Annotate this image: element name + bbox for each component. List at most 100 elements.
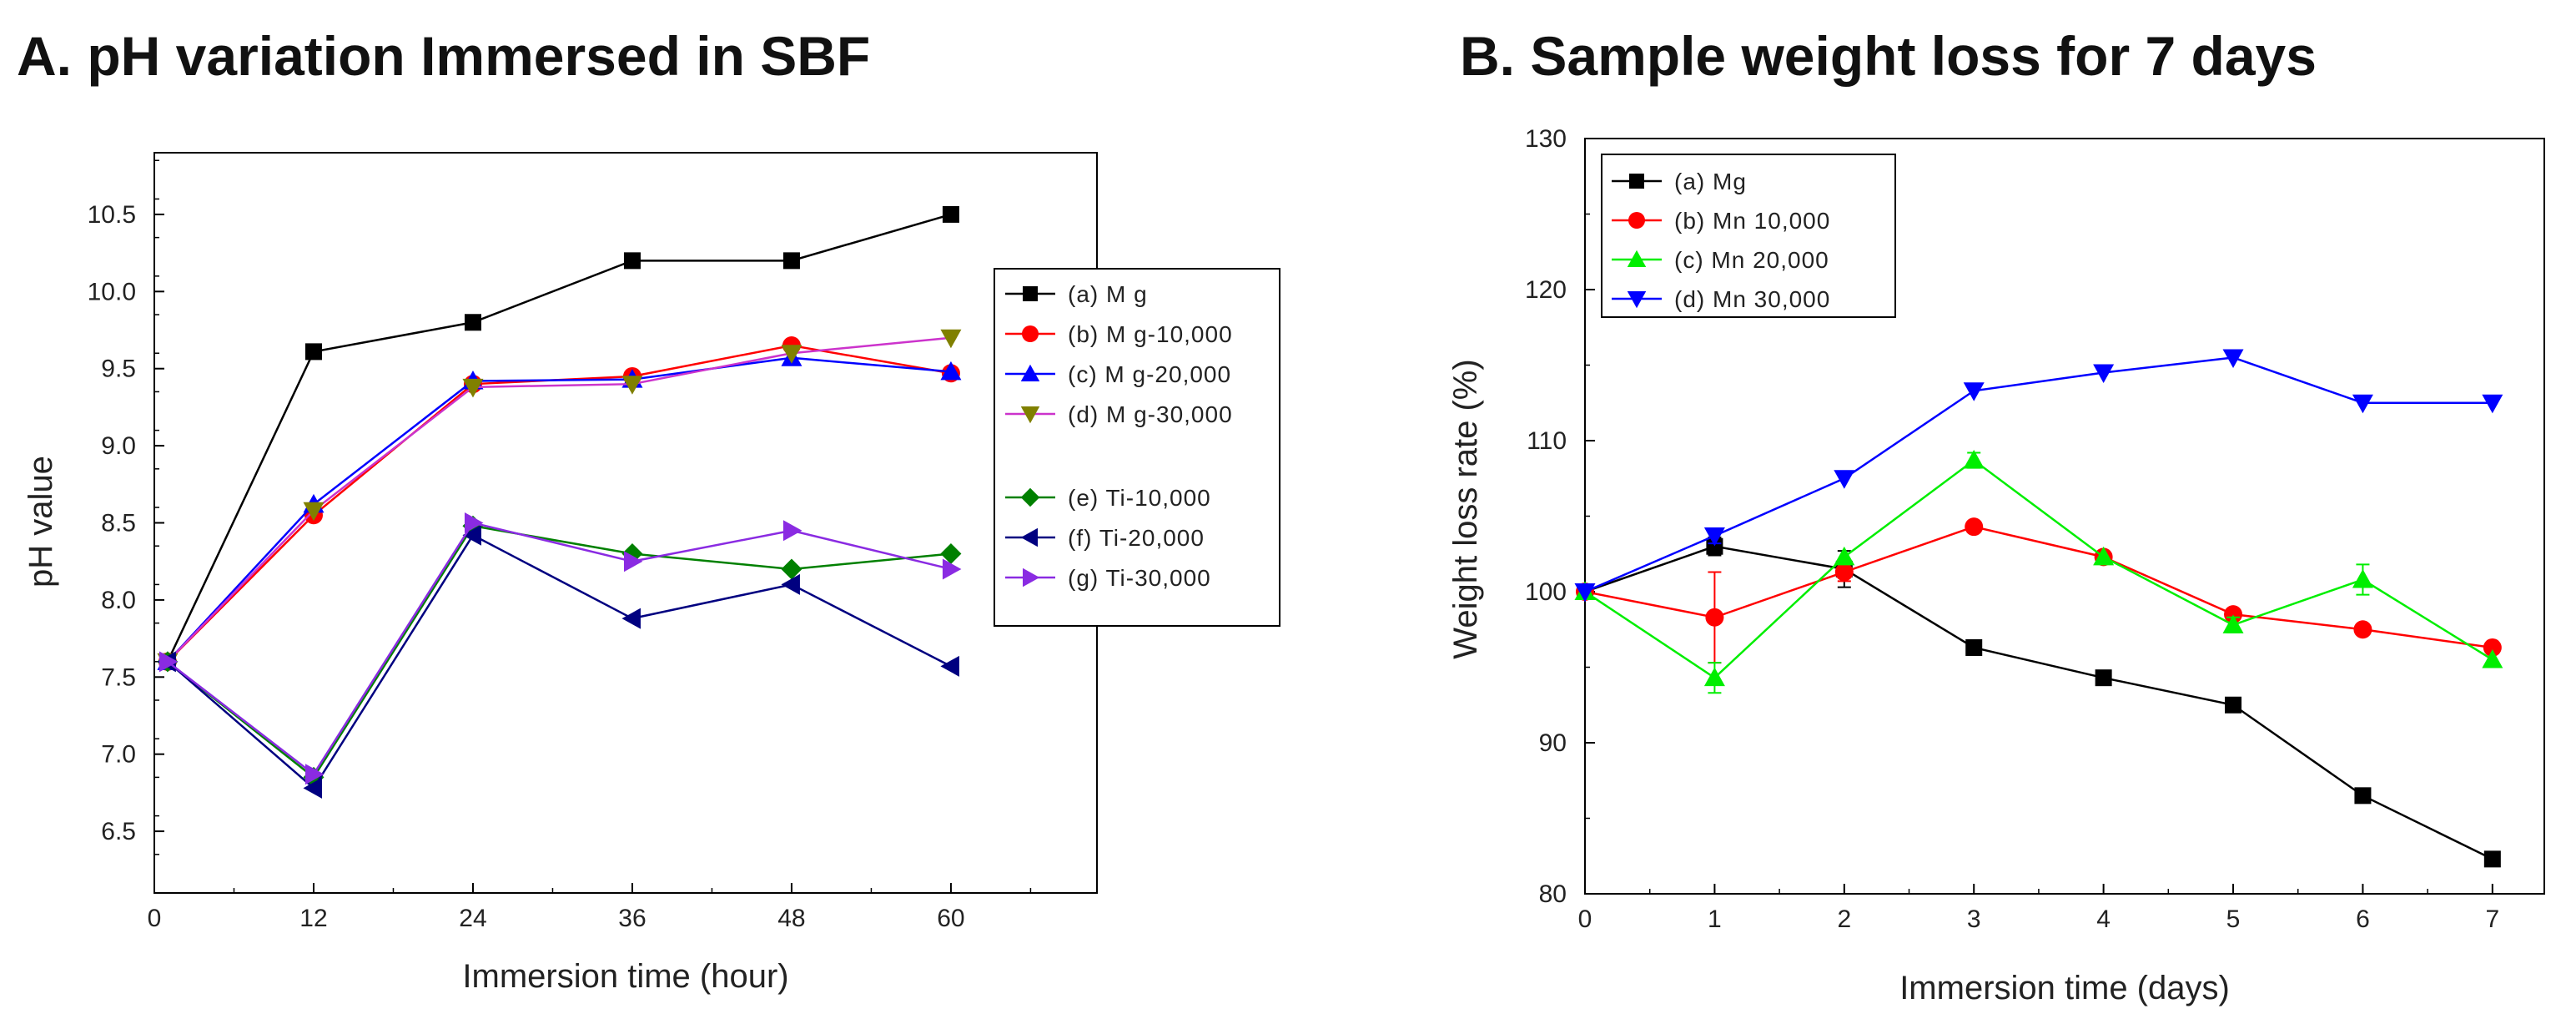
chart-b-series-3: [1574, 450, 2503, 694]
chart-a-x-tick-label: 24: [459, 905, 486, 932]
chart-b-data-point: [1834, 562, 1854, 582]
chart-b-x-tick-label: 6: [2356, 905, 2370, 933]
chart-a-y-tick-label: 7.0: [101, 741, 136, 769]
chart-a-series-line: [166, 356, 952, 663]
chart-a-data-point: [158, 651, 179, 673]
chart-a-series-line: [167, 524, 952, 779]
chart-b-legend-label: (b) Mn 10,000: [1674, 208, 1830, 234]
chart-a-series: [157, 205, 962, 799]
chart-a-data-point: [940, 542, 962, 564]
chart-b-data-point: [1705, 608, 1724, 627]
chart-b-data-point: [2224, 605, 2243, 624]
chart-b-data-point: [2352, 394, 2373, 414]
chart-b-data-point: [2222, 349, 2244, 368]
chart-b-data-point: [2093, 364, 2115, 384]
chart-a-data-point: [942, 205, 959, 223]
chart-b-data-point: [2354, 787, 2372, 805]
chart-a-series-6: [157, 524, 959, 799]
chart-a-legend: (a) M g (b) M g-10,000 (c) M g-20,000 (d) M…: [994, 268, 1280, 627]
chart-a-data-point: [303, 502, 325, 522]
chart-a-legend-swatch-marker: [1020, 487, 1040, 507]
chart-b-y-tick-label: 120: [1525, 276, 1567, 304]
chart-a-series-line: [166, 213, 952, 663]
chart-b-data-point: [2352, 569, 2373, 588]
chart-b-x-tick-label: 3: [1967, 905, 1981, 933]
chart-a-data-point: [940, 329, 962, 349]
chart-a-legend-entry: (g) Ti-30,000: [1005, 565, 1210, 591]
chart-a-y-tick-label: 6.5: [101, 818, 136, 845]
chart-b: B. Sample weight loss for 7 days 0 1 2 3 4 5 6…: [1447, 25, 2545, 1006]
chart-a-data-point: [304, 343, 322, 361]
chart-a-legend-swatch-marker: [1023, 286, 1038, 301]
chart-b-series-4: [1574, 349, 2503, 603]
chart-b-legend-entry: (b) Mn 10,000: [1612, 208, 1830, 234]
chart-b-y-tick-label: 110: [1527, 427, 1567, 455]
chart-a-legend-label: (b) M g-10,000: [1068, 321, 1233, 347]
chart-a-x-tick-label: 60: [937, 905, 964, 932]
chart-b-x-tick-label: 5: [2226, 905, 2241, 933]
chart-a-data-point: [464, 314, 481, 331]
chart-a-legend-label: (d) M g-30,000: [1068, 401, 1233, 427]
chart-a-y-tick-label: 10.0: [88, 278, 136, 305]
chart-a-data-point: [464, 512, 484, 533]
chart-b-legend-label: (c) Mn 20,000: [1674, 247, 1829, 273]
chart-b-series-line: [1584, 356, 2493, 593]
chart-a-y-tick-label: 8.5: [101, 510, 136, 537]
chart-b-data-point: [2353, 620, 2372, 639]
chart-b-y-tick-label: 80: [1539, 880, 1567, 908]
chart-b-legend-label: (a) Mg: [1674, 169, 1747, 194]
chart-b-x-axis-label: Immersion time (days): [1899, 970, 2230, 1006]
chart-b-x-tick-label: 1: [1708, 905, 1722, 933]
chart-a-ticks: 0 12 24 36 48 60 6.5 7.0 7.5 8.0 8.5 9.0 9.5 10.0 10.5: [88, 159, 1032, 932]
chart-b-legend-entry: (a) Mg: [1612, 169, 1747, 194]
chart-a-series-3: [157, 347, 962, 670]
chart-a-series-line: [167, 533, 952, 790]
chart-a-data-point: [781, 573, 800, 595]
chart-b-data-point: [1965, 517, 1984, 537]
chart-a-legend-entry: (a) M g: [1005, 281, 1148, 307]
chart-a-legend-label: (f) Ti-20,000: [1068, 525, 1205, 551]
chart-a-data-point: [781, 345, 802, 364]
chart-a-legend-swatch-marker: [1023, 567, 1040, 588]
chart-a-series-1: [158, 205, 959, 670]
chart-a-x-tick-label: 36: [618, 905, 646, 932]
chart-a-title: A. pH variation Immersed in SBF: [17, 25, 870, 87]
chart-b-data-point: [1706, 537, 1723, 555]
chart-b-data-point: [2483, 850, 2501, 868]
chart-a-series-line: [167, 336, 952, 663]
chart-b-x-tick-label: 0: [1578, 905, 1592, 933]
chart-a-legend-entry: (e) Ti-10,000: [1005, 485, 1210, 511]
chart-b-legend-swatch-marker: [1627, 291, 1647, 309]
chart-b-data-point: [1834, 470, 1855, 489]
chart-a-data-point: [940, 361, 962, 381]
chart-b-data-point: [2093, 546, 2115, 566]
chart-b-x-tick-label: 2: [1837, 905, 1851, 933]
chart-b-y-tick-label: 90: [1539, 729, 1567, 757]
chart-a-series-7: [158, 512, 962, 785]
chart-a-x-tick-label: 48: [777, 905, 805, 932]
chart-a-x-axis-label: Immersion time (hour): [462, 958, 788, 995]
chart-a-series-line: [167, 522, 952, 776]
chart-a-y-tick-label: 9.5: [101, 356, 136, 383]
chart-a-data-point: [782, 252, 800, 270]
chart-b-data-point: [2222, 614, 2244, 633]
chart-a-x-tick-label: 0: [148, 905, 162, 932]
chart-a-data-point: [781, 558, 802, 580]
chart-a-data-point: [940, 655, 959, 677]
chart-a-data-point: [621, 376, 643, 395]
chart-a-data-point: [623, 252, 641, 270]
chart-b-series: [1574, 349, 2503, 868]
chart-b-data-point: [1574, 583, 1596, 603]
chart-a-legend-entry: (d) M g-30,000: [1005, 401, 1233, 427]
chart-a-y-axis-label: pH value: [23, 456, 59, 588]
chart-a-data-point: [304, 764, 325, 785]
chart-a-legend-swatch-marker: [1020, 406, 1040, 424]
chart-b-data-point: [2482, 648, 2503, 668]
chart-b-legend-swatch-marker: [1627, 250, 1647, 267]
chart-a-legend-label: (a) M g: [1068, 281, 1148, 307]
chart-a-legend-swatch-marker: [1020, 527, 1038, 547]
chart-a-legend-label: (c) M g-20,000: [1068, 361, 1231, 387]
chart-b-legend-entry: (c) Mn 20,000: [1612, 247, 1829, 273]
chart-b-x-tick-label: 7: [2485, 905, 2499, 933]
